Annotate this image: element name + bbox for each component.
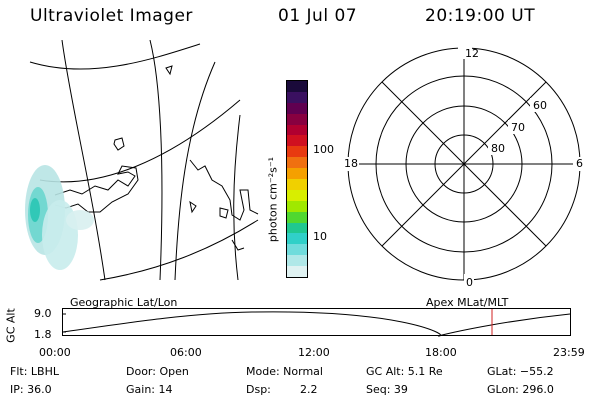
- dsp-label: Dsp:: [246, 383, 271, 396]
- colorbar-swatch: [287, 124, 307, 136]
- door-info: Door: Open: [126, 365, 189, 378]
- colorbar-swatch: [287, 168, 307, 180]
- aurora-emission: [25, 165, 94, 270]
- gc-alt-info: GC Alt: 5.1 Re: [366, 365, 443, 378]
- colorbar-swatch: [287, 222, 307, 234]
- time-tick-1200: 12:00: [298, 346, 330, 359]
- geographic-map: [25, 40, 259, 281]
- mlt-label-12: 12: [465, 47, 479, 60]
- image-time: 20:19:00 UT: [425, 6, 536, 26]
- colorbar-swatch: [287, 200, 307, 212]
- dsp-value: 2.2: [300, 383, 318, 396]
- colorbar-tick-10: 10: [313, 230, 327, 243]
- time-tick-0600: 06:00: [170, 346, 202, 359]
- colorbar: [286, 80, 308, 278]
- glat-info: GLat: −55.2: [487, 365, 554, 378]
- time-tick-1800: 18:00: [425, 346, 457, 359]
- colorbar-swatch: [287, 146, 307, 158]
- ip-info: IP: 36.0: [10, 383, 52, 396]
- apex-coords-label: Apex MLat/MLT: [426, 296, 509, 309]
- altitude-timeline: [62, 308, 571, 337]
- colorbar-swatch: [287, 113, 307, 125]
- colorbar-swatch: [287, 189, 307, 201]
- mlt-label-6: 6: [576, 157, 583, 170]
- gc-alt-axis-title: GC Alt: [4, 308, 18, 343]
- colorbar-swatch: [287, 91, 307, 103]
- lat-label-80: 80: [491, 142, 505, 155]
- time-tick-0000: 00:00: [39, 346, 71, 359]
- colorbar-swatch: [287, 81, 307, 92]
- gain-info: Gain: 14: [126, 383, 173, 396]
- seq-info: Seq: 39: [366, 383, 408, 396]
- colorbar-swatch: [287, 266, 307, 278]
- mlt-label-0: 0: [466, 276, 473, 289]
- colorbar-swatch: [287, 255, 307, 267]
- image-date: 01 Jul 07: [278, 6, 358, 26]
- colorbar-swatch: [287, 179, 307, 190]
- lat-label-70: 70: [511, 121, 525, 134]
- gc-alt-min: 1.8: [34, 328, 52, 341]
- mode-info: Mode: Normal: [246, 365, 323, 378]
- glon-info: GLon: 296.0: [487, 383, 554, 396]
- mlt-label-18: 18: [344, 157, 358, 170]
- geographic-coords-label: Geographic Lat/Lon: [70, 296, 178, 309]
- gc-alt-max: 9.0: [34, 307, 52, 320]
- colorbar-swatch: [287, 233, 307, 245]
- colorbar-swatch: [287, 157, 307, 169]
- polar-plot: [342, 47, 583, 288]
- time-tick-2359: 23:59: [553, 346, 585, 359]
- colorbar-swatch: [287, 102, 307, 114]
- colorbar-swatch: [287, 244, 307, 256]
- colorbar-swatch: [287, 211, 307, 223]
- imager-title: Ultraviolet Imager: [30, 6, 193, 26]
- colorbar-units-label: photon cm⁻²s⁻¹: [266, 156, 280, 243]
- colorbar-tick-100: 100: [313, 143, 334, 156]
- lat-label-60: 60: [533, 99, 547, 112]
- filter-info: Flt: LBHL: [10, 365, 59, 378]
- colorbar-swatch: [287, 135, 307, 147]
